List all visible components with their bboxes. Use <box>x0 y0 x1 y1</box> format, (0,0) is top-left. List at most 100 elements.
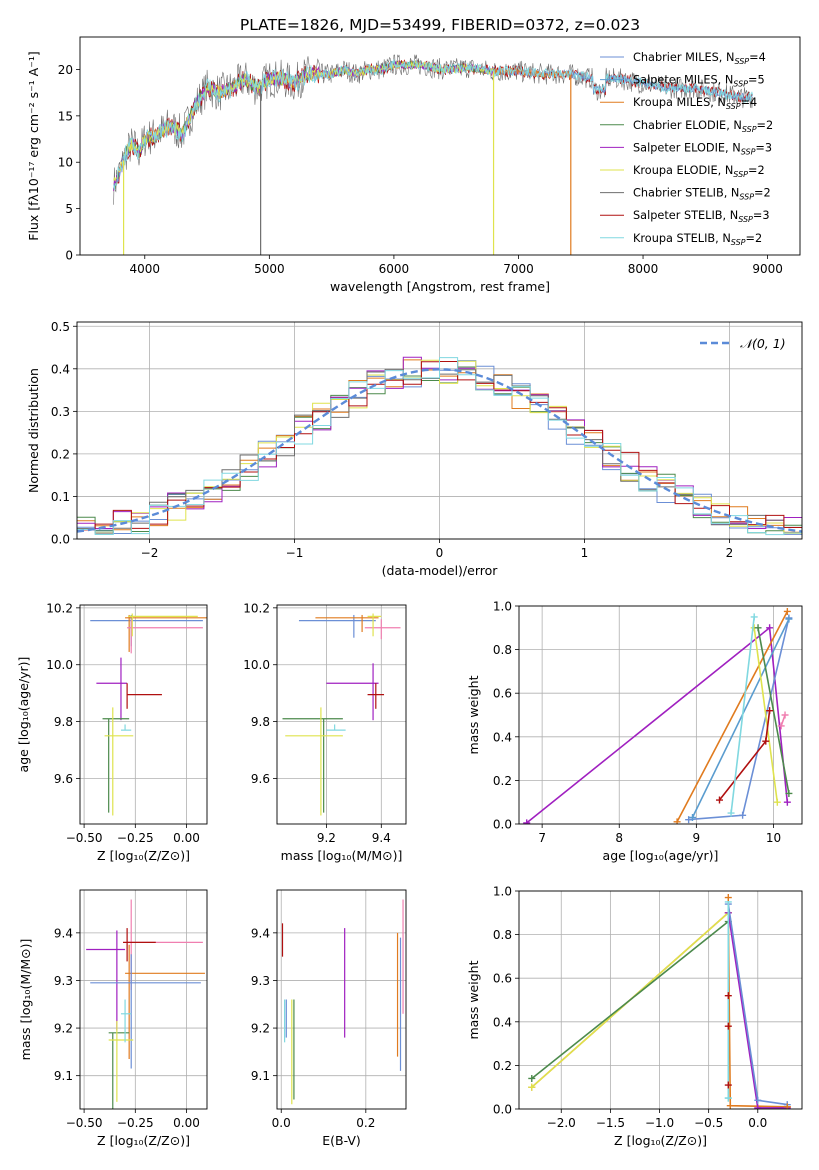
y-tick-label: 9.3 <box>251 974 270 988</box>
legend-entry: 𝒩(0, 1) <box>740 336 786 351</box>
histogram-step <box>77 357 802 536</box>
x-tick-label: −0.25 <box>117 1116 154 1130</box>
x-axis-label: Z [log₁₀(Z/Z⊙)] <box>97 848 190 863</box>
chart-weight-vs-age: 7 8 9 10 0.0 0.2 0.4 0.6 0.8 1.0 age [log₁₀(age/yr… <box>466 600 803 863</box>
plot-area <box>86 899 205 1109</box>
chart-spectrum: 4000 5000 6000 7000 8000 9000 0 5 10 15 20 waveleng… <box>26 36 801 294</box>
y-tick-label: 0.2 <box>51 447 70 461</box>
weight-line <box>753 627 779 803</box>
y-tick-label: 0.6 <box>493 972 512 986</box>
x-tick-label: −0.5 <box>694 1116 723 1130</box>
y-tick-label: 20 <box>58 63 73 77</box>
y-tick-label: 9.8 <box>251 715 270 729</box>
x-axis-label: E(B-V) <box>322 1133 361 1148</box>
legend-entry: Chabrier STELIB, NSSP=2 <box>633 187 771 202</box>
y-tick-label: 10.0 <box>243 658 270 672</box>
weight-marker <box>754 1104 762 1109</box>
x-tick-label: 1 <box>581 546 589 560</box>
weight-marker <box>773 798 781 806</box>
x-axis-label: age [log₁₀(age/yr)] <box>603 848 719 863</box>
legend-entry: Salpeter ELODIE, NSSP=3 <box>633 141 772 156</box>
x-tick-label: −1.0 <box>645 1116 674 1130</box>
x-tick-label: 4000 <box>130 262 161 276</box>
axes-frame <box>79 604 208 825</box>
y-tick-label: 0.8 <box>493 928 512 942</box>
y-tick-label: 9.1 <box>251 1069 270 1083</box>
chart-age-vs-mass: 9.2 9.4 9.6 9.8 10.0 10.2 mass [log₁₀(M/M⊙)] <box>243 601 407 863</box>
weight-marker <box>785 789 793 797</box>
y-tick-label: 9.6 <box>54 772 73 786</box>
plot-area <box>77 356 802 536</box>
weight-marker <box>727 809 735 817</box>
x-axis-label: (data-model)/error <box>382 563 499 578</box>
x-tick-label: −1 <box>286 546 304 560</box>
spectrum-line <box>113 61 571 191</box>
legend-entry: Chabrier ELODIE, NSSP=2 <box>633 119 773 134</box>
weight-marker <box>689 813 697 821</box>
legend-entry: Kroupa STELIB, NSSP=2 <box>633 232 762 247</box>
legend-entry: Salpeter MILES, NSSP=5 <box>633 74 765 89</box>
axes-frame <box>79 36 801 256</box>
weight-line <box>531 920 729 1080</box>
weight-marker <box>673 818 681 824</box>
y-tick-label: 0.4 <box>493 730 512 744</box>
x-tick-label: 9.4 <box>372 831 391 845</box>
x-tick-label: 7000 <box>503 262 534 276</box>
x-tick-label: 7 <box>538 831 546 845</box>
y-tick-label: 9.2 <box>54 1022 73 1036</box>
y-tick-label: 0.6 <box>493 687 512 701</box>
weight-marker <box>724 894 732 902</box>
y-tick-label: 10.0 <box>46 658 73 672</box>
x-tick-label: 10 <box>766 831 781 845</box>
weight-line <box>757 627 790 794</box>
chart-mass-vs-ebv: 0.0 0.2 9.1 9.2 9.3 9.4 E(B-V) <box>251 889 407 1148</box>
x-tick-label: 8000 <box>628 262 659 276</box>
weight-marker <box>777 722 785 730</box>
weight-line <box>691 618 790 818</box>
plot-area <box>90 613 207 816</box>
axes-frame <box>76 321 803 540</box>
y-tick-label: 0.0 <box>493 1103 512 1117</box>
y-tick-label: 0.2 <box>493 774 512 788</box>
y-tick-label: 9.2 <box>251 1022 270 1036</box>
y-axis-label: Normed distribution <box>26 368 41 493</box>
y-tick-label: 10.2 <box>243 601 270 615</box>
weight-marker <box>726 1102 734 1109</box>
weight-marker <box>685 816 693 824</box>
weight-marker <box>785 615 793 623</box>
x-axis-label: Z [log₁₀(Z/Z⊙)] <box>97 1133 190 1148</box>
x-tick-label: −0.25 <box>117 831 154 845</box>
y-axis-label: mass [log₁₀(M/M⊙)] <box>18 939 33 1061</box>
weight-marker <box>762 737 770 745</box>
axes-frame <box>276 604 407 825</box>
weight-marker <box>724 992 732 1000</box>
chart-mass-vs-Z: −0.50 −0.25 0.00 9.1 9.2 9.3 9.4 Z [log₁₀(Z/Z⊙)… <box>18 889 208 1148</box>
x-tick-label: 6000 <box>379 262 410 276</box>
y-tick-label: 0 <box>65 249 73 263</box>
weight-marker <box>766 624 774 632</box>
x-tick-label: 8 <box>615 831 623 845</box>
y-tick-label: 9.1 <box>54 1069 73 1083</box>
x-tick-label: 5000 <box>254 262 285 276</box>
weight-marker <box>528 1083 536 1091</box>
y-tick-label: 9.8 <box>54 715 73 729</box>
x-tick-label: 0.2 <box>356 1116 375 1130</box>
weight-marker <box>783 607 791 615</box>
x-tick-label: 9.2 <box>317 831 336 845</box>
x-tick-label: 0.00 <box>173 1116 200 1130</box>
weight-marker <box>724 1022 732 1030</box>
weight-line <box>676 611 789 823</box>
y-tick-label: 15 <box>58 109 73 123</box>
legend-entry: Salpeter STELIB, NSSP=3 <box>633 209 770 224</box>
axes-frame <box>518 605 803 825</box>
plot-area <box>282 613 401 816</box>
y-tick-label: 10 <box>58 156 73 170</box>
y-tick-label: 0.2 <box>493 1059 512 1073</box>
y-tick-label: 9.4 <box>54 926 73 940</box>
legend-entry: Kroupa MILES, NSSP=4 <box>633 96 757 111</box>
x-tick-label: −2 <box>141 546 159 560</box>
y-tick-label: 10.2 <box>46 601 73 615</box>
axes-frame <box>518 890 803 1110</box>
x-axis-label: mass [log₁₀(M/M⊙)] <box>281 848 403 863</box>
y-tick-label: 0.5 <box>51 320 70 334</box>
